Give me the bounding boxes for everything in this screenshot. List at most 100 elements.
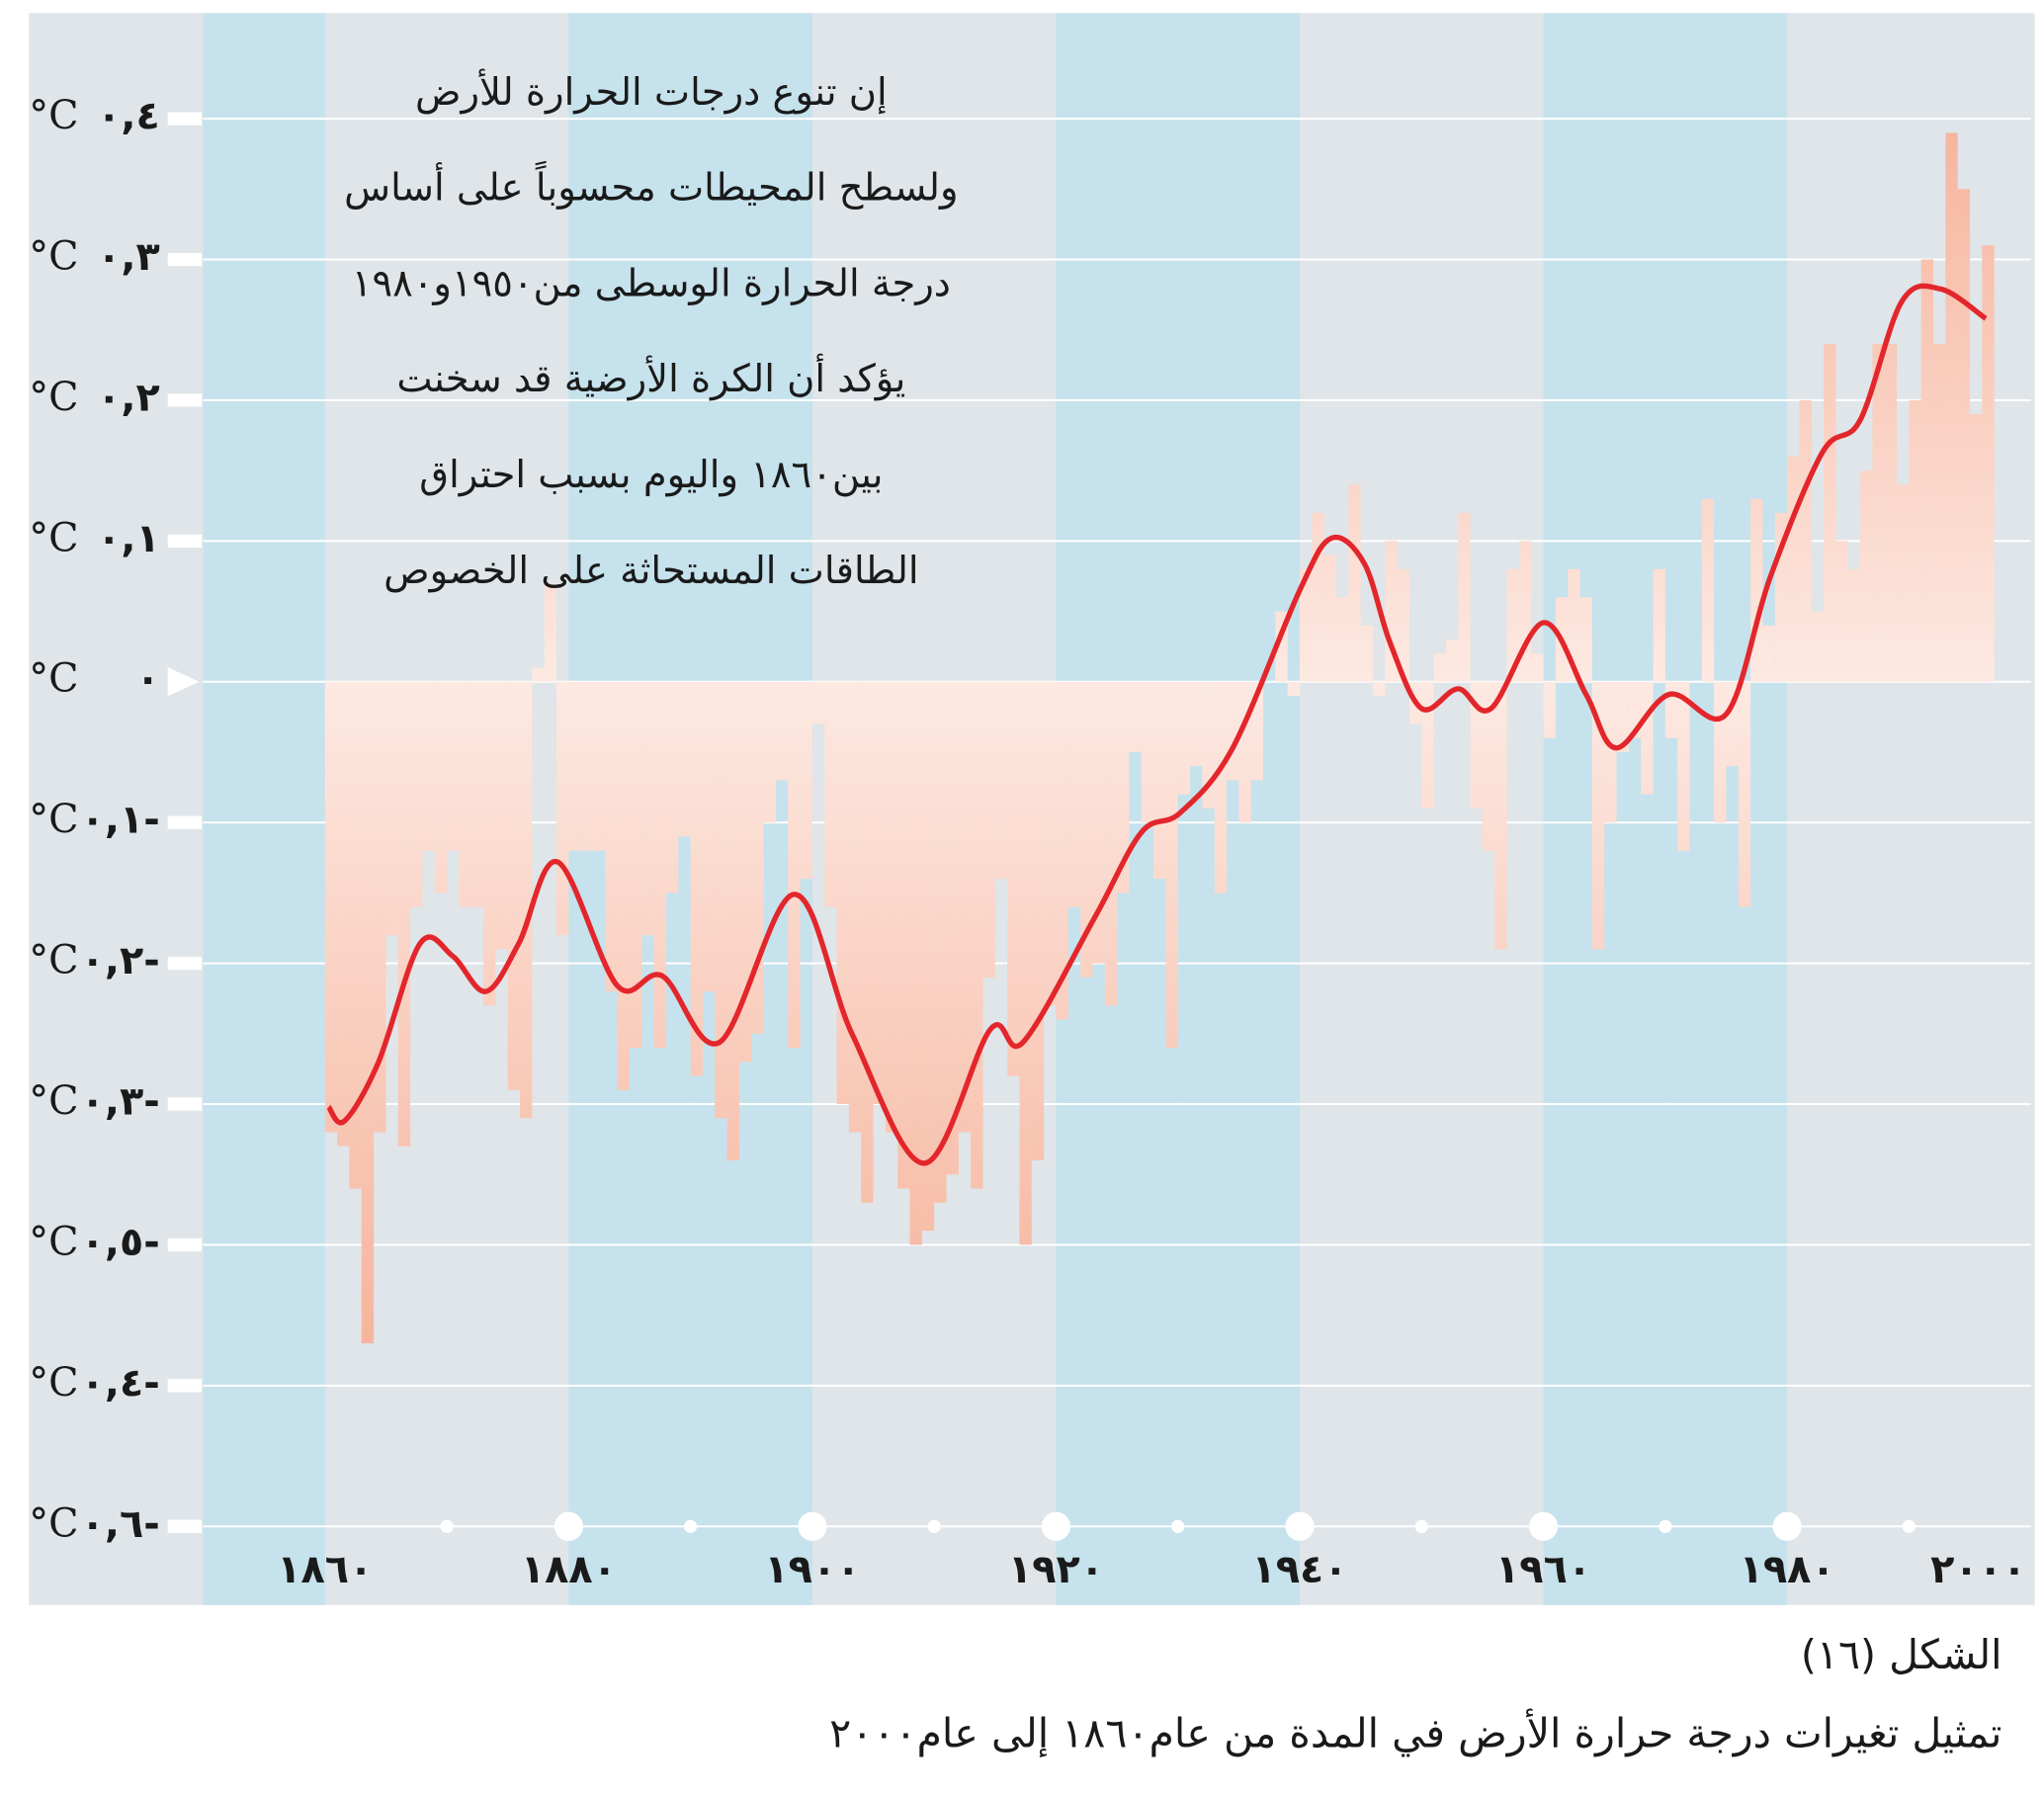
bar xyxy=(1080,681,1093,978)
y-tick xyxy=(167,393,203,407)
bar xyxy=(1909,399,1921,682)
annotation-line: الطاقات المستحاثة على الخصوص xyxy=(383,549,918,593)
bar xyxy=(1117,681,1130,894)
bar xyxy=(1982,245,1995,682)
bar xyxy=(1445,640,1459,682)
bar xyxy=(1872,343,1885,682)
y-tick-label: ٠ xyxy=(136,656,160,702)
bar xyxy=(1506,568,1519,682)
bar xyxy=(1141,681,1154,823)
x-tick-label: ١٨٦٠ xyxy=(277,1547,373,1592)
bar xyxy=(1543,681,1556,738)
bar xyxy=(873,681,886,1105)
x-tick-label: ١٩٨٠ xyxy=(1740,1547,1835,1592)
bar xyxy=(811,681,825,725)
annotation-line: يؤكد أن الكرة الأرضية قد سخنت xyxy=(396,354,905,401)
y-tick-label: ٠,٢ xyxy=(97,375,160,420)
bar xyxy=(1421,681,1434,809)
y-tick xyxy=(167,956,203,971)
bar xyxy=(1092,681,1105,964)
x-tick-label: ١٨٨٠ xyxy=(521,1547,617,1592)
x-tick xyxy=(554,1511,583,1541)
bar xyxy=(1067,681,1081,907)
bar xyxy=(1579,597,1592,682)
bar xyxy=(580,681,594,851)
bar xyxy=(374,681,386,1133)
y-tick xyxy=(167,1519,203,1533)
bar xyxy=(1847,568,1861,682)
bar xyxy=(337,681,350,1147)
bar xyxy=(459,681,471,907)
bar xyxy=(1300,568,1313,682)
bar xyxy=(788,681,801,1049)
bar xyxy=(751,681,764,1034)
bar xyxy=(1677,681,1690,851)
bar xyxy=(556,681,569,936)
zero-marker xyxy=(167,667,200,697)
bar xyxy=(946,681,959,1175)
y-unit: °C xyxy=(29,1219,78,1264)
bar xyxy=(1494,681,1507,950)
x-tick xyxy=(1772,1511,1802,1541)
bar xyxy=(1641,681,1654,795)
caption-line: تمثيل تغيرات درجة حرارة الأرض في المدة م… xyxy=(829,1707,2001,1757)
y-tick-label: ٠,٤- xyxy=(81,1360,160,1406)
x-minor-dot xyxy=(440,1519,454,1533)
bar xyxy=(1190,681,1203,767)
bar xyxy=(1470,681,1483,809)
bar xyxy=(921,681,935,1232)
y-unit: °C xyxy=(29,656,78,702)
bar xyxy=(1482,681,1495,851)
bar xyxy=(470,681,484,907)
y-unit: °C xyxy=(29,1078,78,1124)
x-minor-dot xyxy=(1902,1519,1916,1533)
bar xyxy=(1458,512,1471,682)
bar xyxy=(641,681,654,936)
bar xyxy=(1714,681,1727,823)
bar xyxy=(824,681,837,907)
bar xyxy=(702,681,716,992)
bar xyxy=(1019,681,1032,1245)
bar xyxy=(1056,681,1068,1020)
bar xyxy=(1933,343,1946,682)
bar xyxy=(1323,555,1336,682)
bar xyxy=(385,681,398,936)
y-tick-label: ٠,١- xyxy=(81,798,160,843)
bar xyxy=(605,681,618,992)
annotation-line: درجة الحرارة الوسطى من١٩٥٠و١٩٨٠ xyxy=(352,261,951,305)
y-tick-label: ٠,٤ xyxy=(97,94,160,139)
y-tick xyxy=(167,1379,203,1393)
y-tick xyxy=(167,252,203,267)
bar xyxy=(1031,681,1045,1160)
bar xyxy=(861,681,874,1203)
bar xyxy=(1214,681,1228,894)
bar xyxy=(775,681,789,781)
x-tick xyxy=(798,1511,827,1541)
bar xyxy=(495,681,508,950)
bar xyxy=(690,681,703,1076)
annotation-line: ولسطح المحيطات محسوباً على أساس xyxy=(344,160,958,210)
bar xyxy=(1750,498,1763,682)
x-minor-dot xyxy=(1659,1519,1672,1533)
y-unit: °C xyxy=(29,375,78,420)
bar xyxy=(1970,414,1983,682)
bar xyxy=(1591,681,1605,950)
annotation-line: إن تنوع درجات الحرارة للأرض xyxy=(415,68,888,115)
background-band xyxy=(203,13,325,1605)
bar xyxy=(1799,399,1812,682)
bar xyxy=(958,681,972,1133)
y-tick-label: ٠,٢- xyxy=(81,938,160,983)
bar xyxy=(1616,681,1629,752)
bar xyxy=(1165,681,1178,1049)
bar xyxy=(897,681,910,1189)
bar xyxy=(1335,597,1349,682)
x-tick-label: ١٩٠٠ xyxy=(764,1547,860,1592)
bar xyxy=(678,681,691,837)
bar xyxy=(544,583,557,682)
bar xyxy=(653,681,666,1049)
bar xyxy=(568,681,581,851)
bar xyxy=(422,681,435,851)
bar xyxy=(1518,541,1532,682)
bar xyxy=(1835,541,1848,682)
bar xyxy=(410,681,423,907)
